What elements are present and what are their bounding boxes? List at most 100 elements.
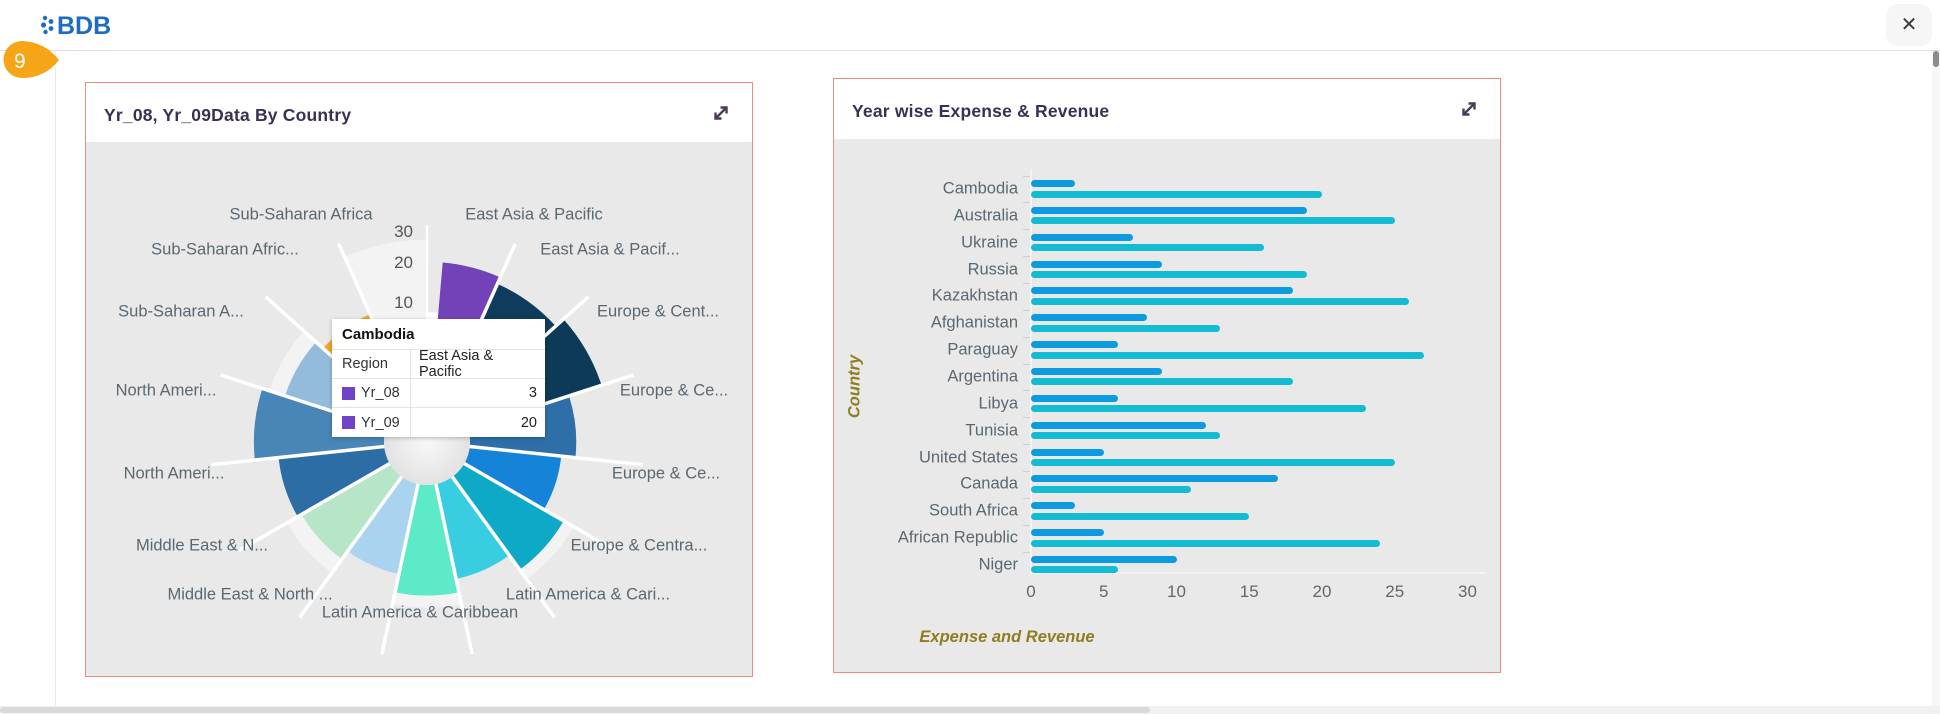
bar-series_2[interactable]	[1031, 244, 1264, 252]
region-label: Middle East & N...	[135, 536, 269, 555]
bar-series_1[interactable]	[1031, 421, 1206, 429]
bar-series_2[interactable]	[1031, 351, 1424, 359]
vertical-scrollbar[interactable]	[1932, 51, 1940, 706]
country-label: Libya	[978, 394, 1018, 413]
bar-chart[interactable]: Country Cambodia Australia Ukraine Russia Ka…	[834, 139, 1500, 672]
sidebar-edge-divider	[55, 51, 56, 714]
rose-chart[interactable]: 10 20 30 Sub-Saharan Africa East Asia & Pac…	[86, 142, 752, 676]
y-axis-tick	[1023, 336, 1030, 338]
country-label: Kazakhstan	[931, 286, 1018, 305]
sector-divider	[459, 459, 616, 553]
rose-wedge[interactable]	[396, 484, 458, 596]
x-axis-line	[1030, 572, 1486, 574]
bar-series_1[interactable]	[1031, 341, 1119, 349]
y-axis-tick	[1023, 229, 1030, 231]
bar-series_1[interactable]	[1031, 206, 1308, 214]
bar-series_1[interactable]	[1031, 502, 1075, 510]
y-axis-tick	[1023, 524, 1030, 526]
country-label: Afghanistan	[930, 313, 1018, 332]
tooltip-country: Cambodia	[332, 319, 545, 350]
rose-wedge[interactable]	[436, 477, 509, 579]
y-axis-tick	[1023, 202, 1030, 204]
bar-series_2[interactable]	[1031, 378, 1293, 386]
bar-series_1[interactable]	[1031, 180, 1075, 187]
x-axis-tick-label: 5	[1099, 582, 1109, 601]
badge-count: 9	[14, 50, 26, 73]
panel-bar-chart: Year wise Expense & Revenue Country Camb…	[833, 78, 1501, 673]
bar-series_2[interactable]	[1031, 485, 1192, 493]
bar-series_2[interactable]	[1031, 190, 1322, 198]
bar-series_2[interactable]	[1031, 459, 1395, 466]
x-axis-tick-label: 25	[1385, 582, 1405, 601]
region-label: Sub-Saharan A...	[118, 302, 244, 321]
y-axis-tick	[1023, 470, 1030, 472]
bar-series_2[interactable]	[1031, 512, 1250, 520]
bar-series_2[interactable]	[1031, 539, 1381, 547]
scrollbar-thumb[interactable]	[1933, 51, 1939, 67]
tooltip-header-row: Region East Asia & Pacific	[332, 348, 545, 380]
sector-divider	[433, 479, 474, 655]
y-axis-tick	[1023, 363, 1030, 365]
bar-series_1[interactable]	[1031, 555, 1177, 563]
bar-series_1[interactable]	[1031, 529, 1104, 537]
series-swatch	[342, 416, 355, 429]
bar-series_2[interactable]	[1031, 432, 1221, 440]
region-label: North Ameri...	[123, 464, 225, 483]
expand-icon[interactable]	[1454, 95, 1484, 125]
scrollbar-thumb[interactable]	[0, 707, 1150, 713]
x-axis-tick-label: 10	[1167, 582, 1186, 601]
app-header: BDB ✕	[0, 0, 1940, 51]
region-label: Sub-Saharan Afric...	[151, 240, 299, 259]
y-axis-tick	[1023, 283, 1030, 284]
country-label: Ukraine	[961, 233, 1018, 252]
bdb-logo: BDB	[40, 12, 111, 40]
radial-tick-label: 30	[394, 222, 413, 241]
rose-wedge[interactable]	[302, 463, 402, 559]
sector-divider	[465, 444, 643, 467]
sector-divider	[380, 479, 421, 655]
svg-text:BDB: BDB	[57, 12, 111, 40]
country-label: Cambodia	[942, 179, 1018, 198]
country-label: Paraguay	[947, 340, 1018, 359]
rose-wedge[interactable]	[253, 389, 386, 459]
bar-series_2[interactable]	[1031, 271, 1308, 279]
expand-icon[interactable]	[706, 99, 736, 129]
rose-wedge[interactable]	[278, 446, 390, 516]
region-label: Sub-Saharan Africa	[229, 205, 373, 224]
bar-series_1[interactable]	[1031, 367, 1162, 375]
bar-series_2[interactable]	[1031, 217, 1395, 225]
sector-divider	[238, 459, 395, 553]
x-axis-tick-label: 0	[1026, 582, 1036, 601]
rose-wedge[interactable]	[464, 446, 562, 509]
region-label: East Asia & Pacif...	[540, 240, 680, 259]
close-button[interactable]: ✕	[1886, 4, 1932, 46]
bar-series_1[interactable]	[1031, 287, 1293, 295]
y-axis-tick	[1023, 309, 1030, 311]
radial-tick-label: 10	[394, 293, 413, 312]
y-axis-tick	[1023, 256, 1030, 258]
country-label: South Africa	[929, 501, 1018, 520]
horizontal-scrollbar[interactable]	[0, 706, 1940, 714]
rose-wedge[interactable]	[452, 463, 563, 569]
bar-series_1[interactable]	[1031, 448, 1104, 456]
bar-series_2[interactable]	[1031, 405, 1366, 413]
bar-series_2[interactable]	[1031, 324, 1221, 332]
chart-tooltip: Cambodia Region East Asia & Pacific Yr_0…	[332, 319, 545, 437]
country-label: United States	[918, 448, 1018, 466]
country-label: Tunisia	[965, 421, 1018, 440]
y-axis-tick	[1023, 390, 1030, 392]
bar-series_1[interactable]	[1031, 233, 1133, 241]
notification-badge[interactable]: 9	[0, 40, 62, 80]
x-axis-tick-label: 15	[1239, 582, 1259, 601]
bar-series_1[interactable]	[1031, 394, 1119, 402]
country-label: African Republic	[897, 528, 1018, 547]
country-label: Niger	[978, 555, 1018, 574]
bar-series_1[interactable]	[1031, 475, 1279, 483]
bar-series_2[interactable]	[1031, 566, 1119, 574]
bar-series_1[interactable]	[1031, 314, 1148, 322]
bar-series_2[interactable]	[1031, 297, 1410, 305]
rose-wedge[interactable]	[348, 477, 418, 574]
bar-series_1[interactable]	[1031, 260, 1162, 268]
sector-divider	[298, 472, 406, 619]
tooltip-row-yr09: Yr_09 20	[332, 408, 545, 437]
